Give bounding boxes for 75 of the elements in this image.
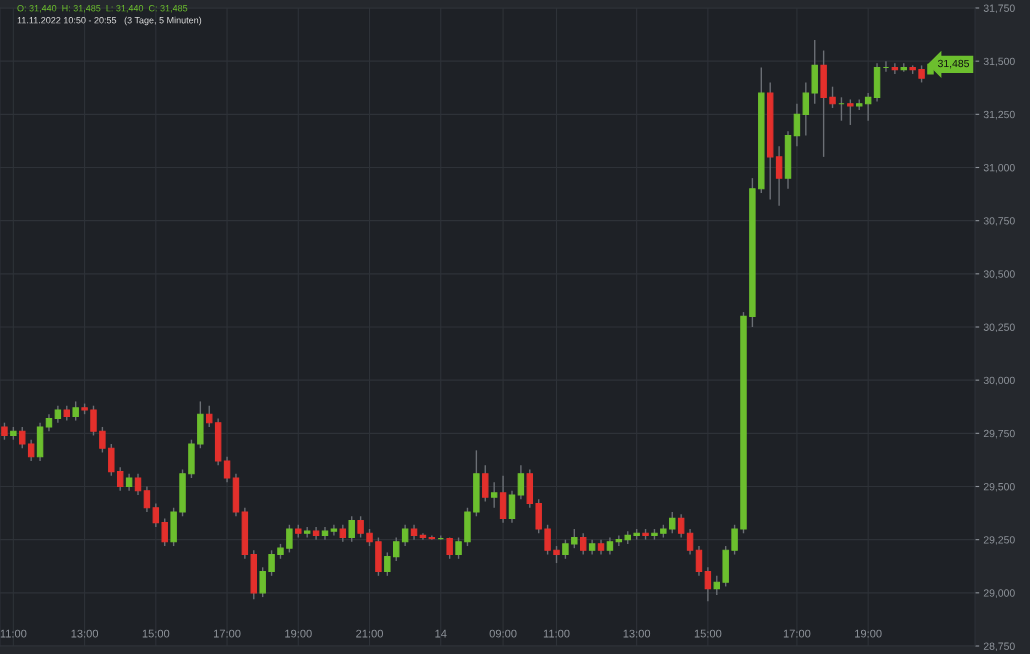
candlestick	[793, 103, 801, 147]
candlestick	[669, 511, 676, 534]
x-tick-label: 21:00	[356, 629, 383, 638]
candlestick	[517, 464, 525, 500]
candlestick	[695, 545, 703, 577]
candlestick	[223, 456, 231, 483]
y-tick-label: 31,000	[983, 164, 1015, 173]
candlestick	[268, 549, 275, 577]
x-tick-label: 11:00	[0, 629, 27, 638]
candlestick	[829, 85, 836, 109]
y-tick-label: 30,500	[983, 270, 1015, 279]
candlestick	[891, 62, 899, 75]
x-tick-label: 14	[435, 629, 447, 638]
x-tick-label: 19:00	[285, 629, 312, 638]
candlestick	[152, 502, 160, 528]
x-tick-label: 15:00	[142, 629, 170, 638]
candlestick	[428, 534, 436, 541]
y-tick-label: 29,500	[983, 483, 1015, 492]
candlestick	[206, 404, 213, 428]
candlestick	[19, 426, 26, 449]
x-tick-label: 15:00	[694, 629, 722, 638]
candlestick	[393, 536, 400, 562]
x-tick-label: 17:00	[783, 629, 811, 638]
candlestick	[72, 400, 79, 422]
candlestick	[303, 526, 311, 539]
candlestick	[259, 566, 266, 598]
candlestick	[562, 538, 569, 560]
x-tick-label: 19:00	[855, 629, 882, 638]
candlestick	[544, 524, 551, 556]
y-tick-label: 30,250	[983, 323, 1015, 333]
candlestick	[108, 443, 115, 477]
candlestick	[357, 515, 364, 539]
candlestick	[286, 524, 293, 554]
candlestick	[384, 551, 391, 577]
y-tick-label: 31,500	[983, 57, 1015, 67]
candlestick	[571, 528, 578, 549]
candlestick	[27, 439, 35, 462]
candlestick	[686, 528, 694, 556]
candlestick	[116, 466, 124, 492]
y-tick-label: 30,750	[983, 217, 1015, 226]
candlestick	[490, 481, 498, 509]
candlestick	[161, 517, 168, 547]
candlestick	[508, 490, 516, 524]
chart-title: O: 31,440 H: 31,485 L: 31,440 C: 31,485	[17, 5, 188, 13]
y-tick-label: 29,000	[983, 589, 1015, 598]
y-tick-label: 31,250	[983, 110, 1015, 120]
x-tick-label: 11:00	[543, 629, 570, 638]
candlestick	[677, 513, 685, 539]
y-tick-label: 28,750	[983, 642, 1015, 652]
candlestick	[348, 515, 355, 543]
y-tick-label: 30,000	[983, 376, 1015, 386]
candlestick	[713, 575, 721, 596]
candlestick	[731, 524, 738, 556]
y-tick-label: 29,750	[983, 429, 1015, 439]
candlestick	[775, 145, 783, 207]
candlestick	[579, 532, 587, 556]
x-tick-label: 09:00	[489, 629, 517, 638]
candlestick	[704, 566, 712, 603]
y-tick-label: 31,750	[983, 4, 1015, 14]
candlestick	[90, 404, 97, 437]
text: 31,485	[937, 59, 970, 69]
candlestick	[615, 534, 623, 547]
x-tick-label: 17:00	[214, 629, 241, 638]
candlestick	[802, 81, 810, 137]
candlestick	[401, 524, 409, 547]
text: 11.11.2022 10:50 - 20:55 (3 Tage, 5 Minuten)	[17, 16, 202, 26]
candlestick	[847, 98, 854, 126]
x-tick-label: 13:00	[71, 629, 99, 638]
x-tick-label: 13:00	[623, 629, 651, 638]
candlestick	[143, 485, 151, 513]
candlestick	[99, 426, 106, 454]
candlestick	[482, 464, 489, 503]
candlestick	[455, 536, 462, 560]
candlestick	[134, 473, 142, 496]
y-tick-label: 29,250	[983, 536, 1015, 545]
